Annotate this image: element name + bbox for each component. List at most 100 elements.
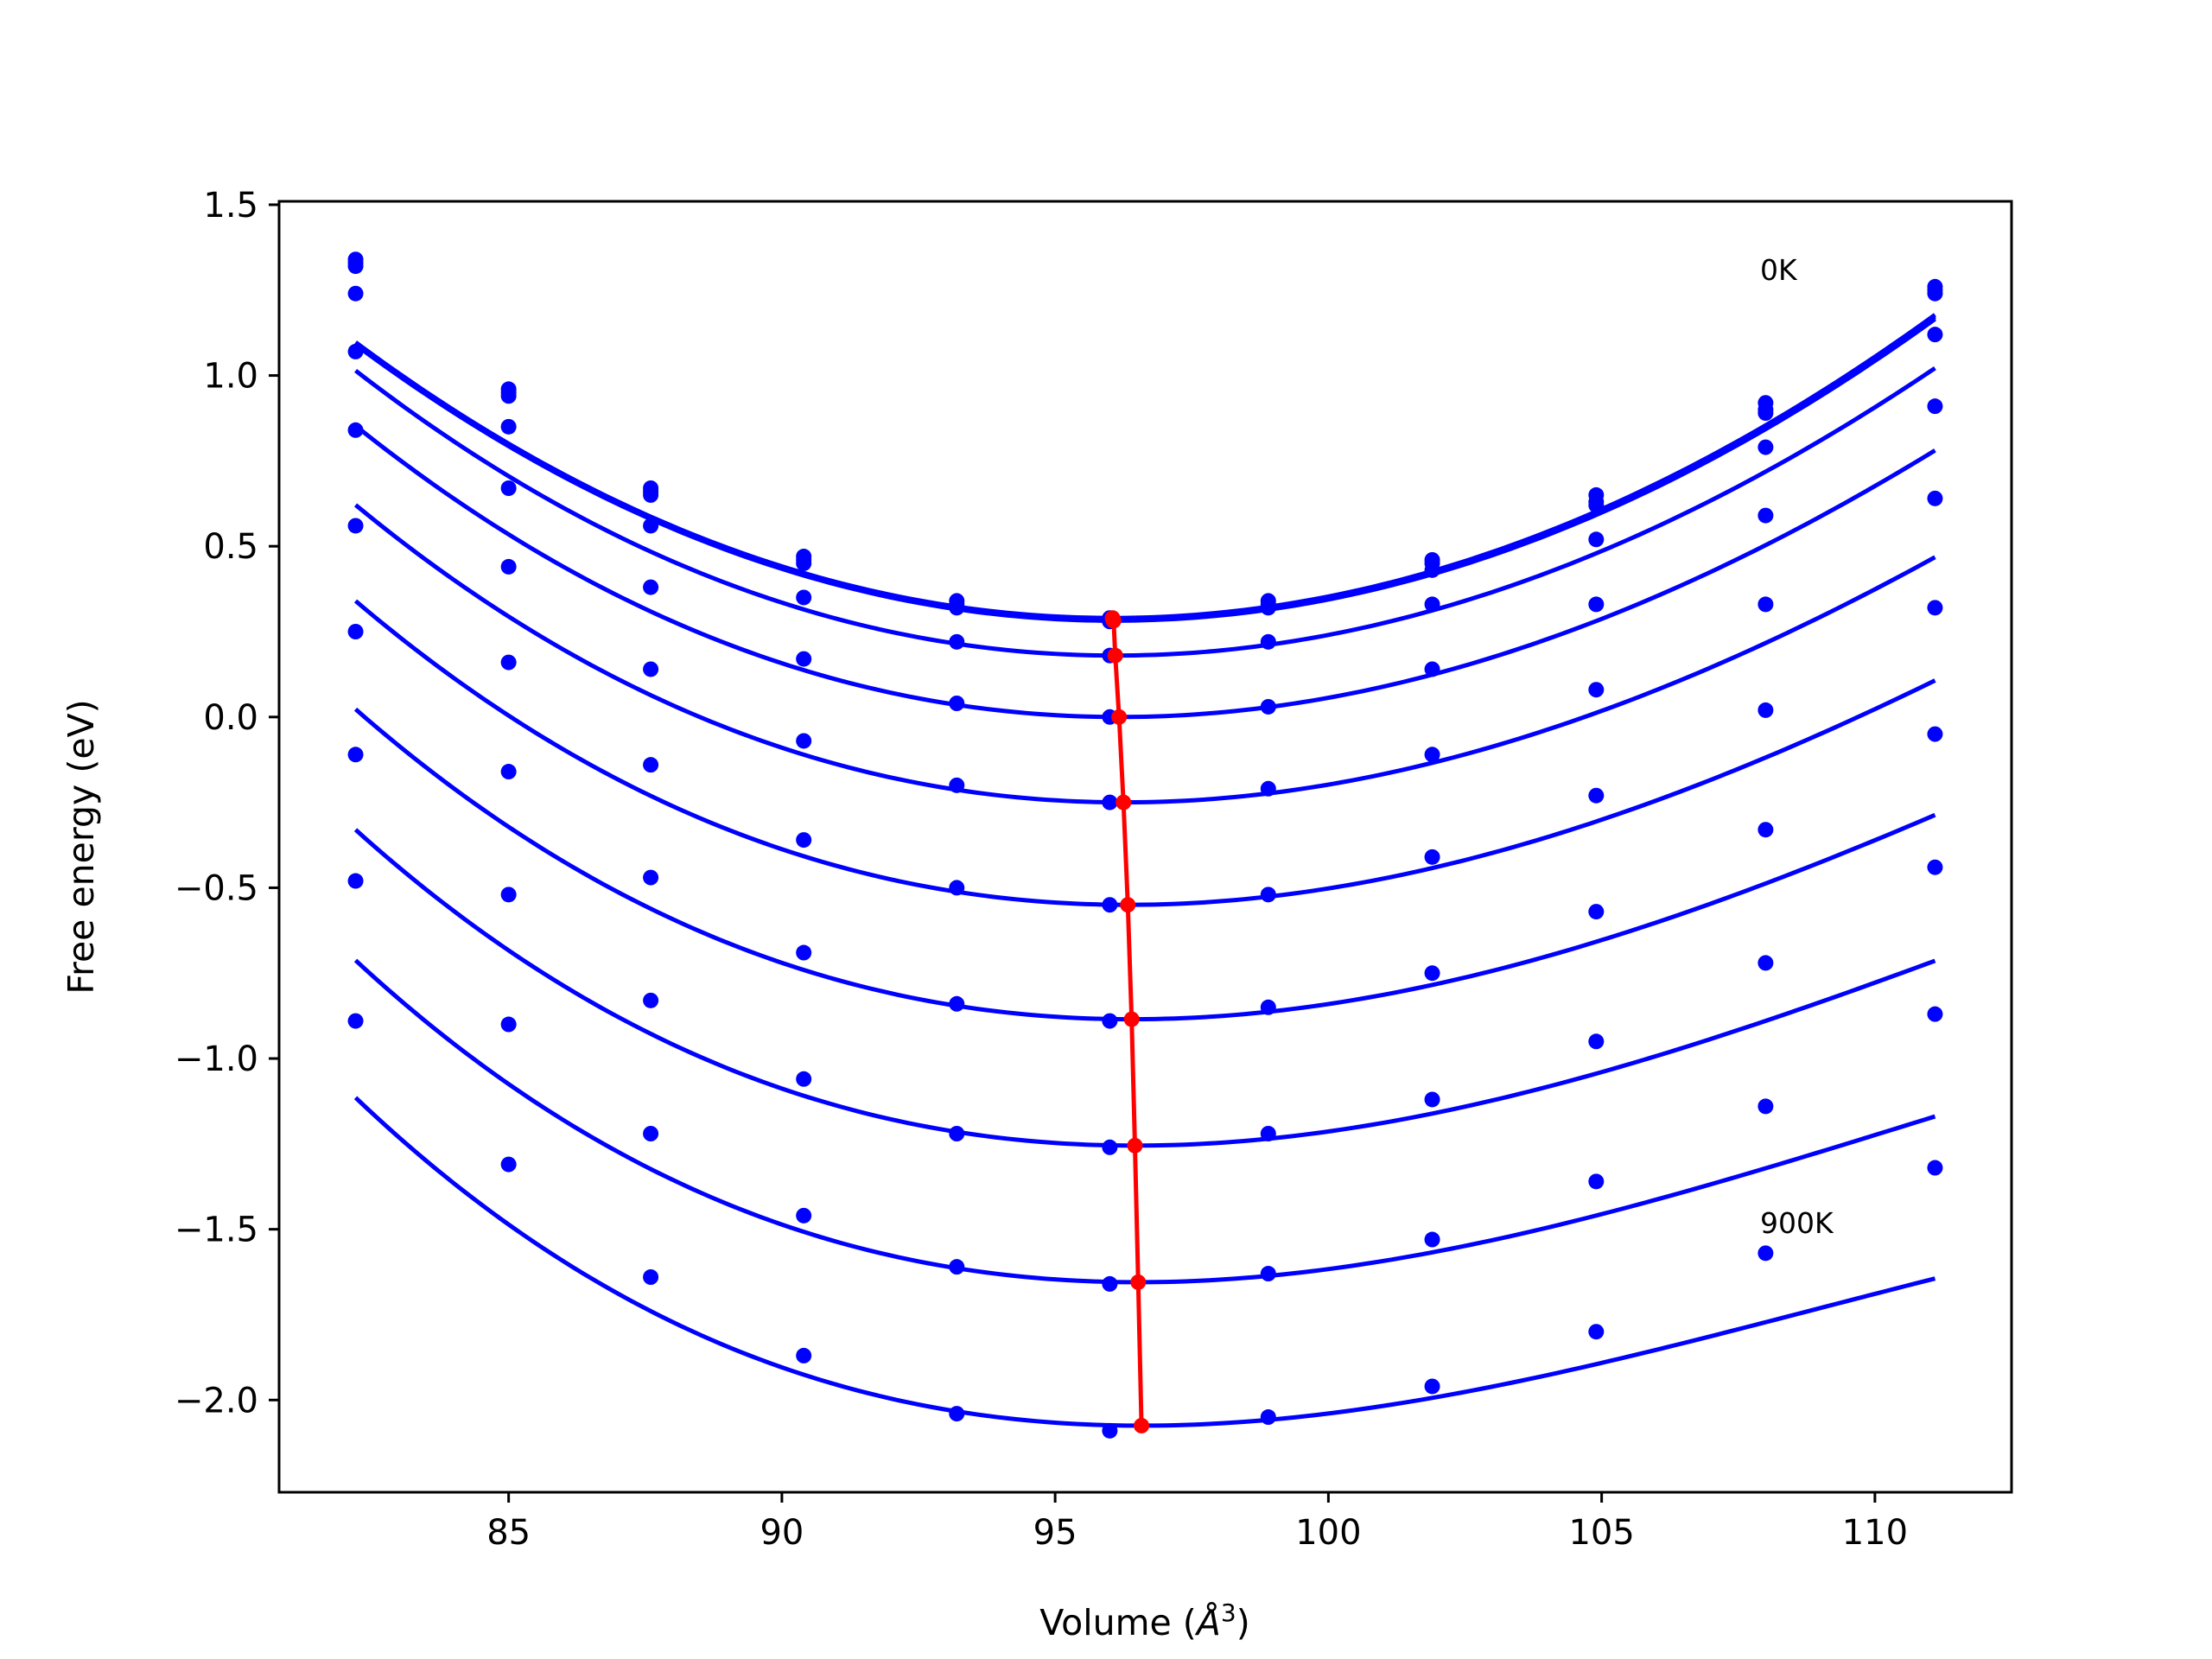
data-point-5-6 [1260, 780, 1276, 797]
annotation-900k: 900K [1760, 1206, 1834, 1240]
data-point-3-8 [1588, 531, 1605, 548]
data-point-8-7 [1424, 1091, 1440, 1108]
y-tick-label-0: 1.5 [203, 186, 258, 226]
data-point-10-4 [949, 1406, 965, 1422]
data-point-3-1 [500, 418, 517, 435]
data-point-2-10 [1927, 285, 1943, 302]
fit-curve-6 [353, 599, 1936, 907]
y-tick-label-6: −1.5 [175, 1211, 258, 1250]
data-point-10-5 [1102, 1422, 1118, 1439]
data-point-7-8 [1588, 904, 1605, 920]
data-point-10-3 [796, 1347, 812, 1363]
data-point-2-1 [500, 388, 517, 404]
data-point-6-8 [1588, 787, 1605, 804]
data-point-2-7 [1424, 562, 1440, 578]
data-point-2-3 [796, 555, 812, 571]
y-tick-label-5: −1.0 [175, 1039, 258, 1079]
data-point-8-3 [796, 1071, 812, 1087]
data-point-5-10 [1927, 490, 1943, 506]
data-point-7-1 [500, 764, 517, 780]
data-point-4-9 [1758, 507, 1774, 524]
data-point-7-9 [1758, 822, 1774, 838]
data-point-8-6 [1260, 1126, 1276, 1141]
data-point-6-9 [1758, 702, 1774, 718]
data-point-7-4 [949, 995, 965, 1012]
data-point-7-10 [1927, 726, 1943, 742]
minimum-point-8 [1127, 1137, 1143, 1154]
minimum-point-2 [1105, 613, 1122, 629]
data-point-6-5 [1102, 897, 1118, 913]
data-point-2-0 [347, 258, 364, 275]
minimum-point-3 [1107, 647, 1123, 664]
data-point-4-1 [500, 480, 517, 496]
data-point-5-5 [1102, 794, 1118, 810]
minimum-point-10 [1134, 1417, 1150, 1433]
x-axis-label-suffix: ) [1236, 1602, 1250, 1643]
data-point-3-7 [1424, 596, 1440, 613]
data-point-9-2 [643, 1126, 659, 1141]
x-tick-label-3: 100 [1295, 1513, 1361, 1553]
data-point-4-8 [1588, 596, 1605, 613]
data-point-2-8 [1588, 497, 1605, 513]
data-point-5-2 [643, 661, 659, 677]
minimum-point-5 [1116, 794, 1132, 810]
data-point-7-3 [796, 944, 812, 961]
data-point-5-9 [1758, 596, 1774, 613]
data-point-9-6 [1260, 1266, 1276, 1282]
data-point-6-0 [347, 518, 364, 534]
data-point-6-4 [949, 880, 965, 896]
fit-curve-7 [353, 707, 1936, 1022]
data-point-5-1 [500, 558, 517, 575]
data-point-8-1 [500, 887, 517, 903]
data-point-4-7 [1424, 661, 1440, 677]
y-tick-label-1: 1.0 [203, 357, 258, 397]
data-point-6-6 [1260, 887, 1276, 903]
data-point-10-7 [1424, 1378, 1440, 1395]
plot-frame [277, 200, 2013, 1494]
data-point-6-3 [796, 832, 812, 849]
data-point-6-2 [643, 757, 659, 773]
data-point-5-4 [949, 777, 965, 793]
data-point-6-1 [500, 654, 517, 671]
minimum-point-7 [1123, 1011, 1140, 1027]
x-tick-label-0: 85 [486, 1513, 531, 1553]
minimum-point-9 [1130, 1274, 1147, 1290]
data-point-5-7 [1424, 747, 1440, 763]
data-point-3-4 [949, 633, 965, 650]
data-point-10-9 [1758, 1245, 1774, 1262]
data-point-10-6 [1260, 1409, 1276, 1426]
data-point-9-9 [1758, 1098, 1774, 1115]
data-point-8-9 [1758, 955, 1774, 971]
fit-curve-5 [353, 503, 1936, 805]
x-tick-label-5: 110 [1842, 1513, 1908, 1553]
data-point-4-6 [1260, 698, 1276, 715]
y-tick-label-3: 0.0 [203, 698, 258, 738]
minimum-point-4 [1111, 709, 1128, 725]
x-tick-label-4: 105 [1568, 1513, 1634, 1553]
data-point-3-9 [1758, 439, 1774, 455]
data-point-7-6 [1260, 999, 1276, 1015]
data-point-8-0 [347, 747, 364, 763]
data-point-2-4 [949, 600, 965, 616]
data-point-2-9 [1758, 405, 1774, 422]
fit-curve-2 [354, 317, 1936, 623]
data-point-7-5 [1102, 1013, 1118, 1029]
data-point-3-6 [1260, 633, 1276, 650]
fit-curve-3 [354, 365, 1936, 658]
fit-curve-4 [353, 423, 1936, 720]
data-point-9-8 [1588, 1173, 1605, 1190]
x-tick-label-2: 95 [1033, 1513, 1077, 1553]
data-point-4-10 [1927, 398, 1943, 415]
data-point-10-10 [1927, 1160, 1943, 1176]
data-point-9-1 [500, 1016, 517, 1033]
data-point-7-0 [347, 624, 364, 639]
data-point-4-4 [949, 696, 965, 711]
data-point-3-0 [347, 285, 364, 302]
data-point-5-3 [796, 733, 812, 749]
data-point-10-2 [643, 1269, 659, 1285]
plot-area [279, 201, 2012, 1492]
data-point-10-8 [1588, 1324, 1605, 1340]
data-point-9-4 [949, 1259, 965, 1275]
data-point-9-3 [796, 1207, 812, 1224]
